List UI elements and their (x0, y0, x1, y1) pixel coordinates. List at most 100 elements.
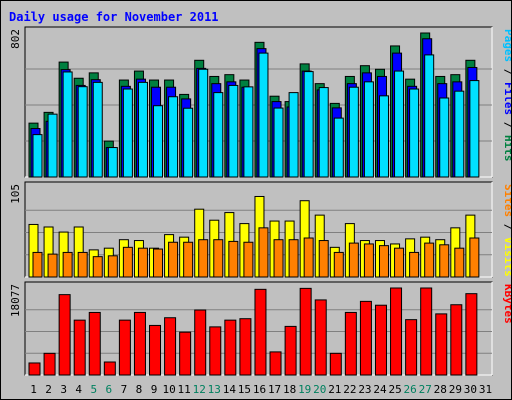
hits-panel-bar-pages-day-13 (213, 92, 224, 178)
hits-panel-legend-part: / (502, 115, 511, 135)
hits-panel-legend-part: Hits (502, 135, 511, 162)
visits-panel-bar-sites-day-9 (153, 248, 164, 278)
kbytes-panel-bar-kbytes-day-10 (164, 317, 177, 376)
x-tick-label: 3 (60, 383, 67, 396)
hits-panel-bar-pages-day-20 (318, 87, 329, 178)
x-tick-label: 1 (30, 383, 37, 396)
x-tick-label: 30 (464, 383, 477, 396)
hits-panel-bar-pages-day-11 (183, 107, 194, 178)
x-tick-label: 26 (404, 383, 417, 396)
hits-panel-bar-pages-day-3 (62, 71, 73, 178)
visits-panel-bar-sites-day-12 (198, 239, 209, 278)
visits-panel: 105 Sites / Visits (9, 181, 511, 278)
x-tick-label: 17 (268, 383, 281, 396)
hits-panel-bar-pages-day-28 (439, 97, 450, 178)
visits-panel-bar-sites-day-7 (122, 246, 133, 278)
x-tick-label: 7 (121, 383, 128, 396)
x-tick-label: 23 (358, 383, 371, 396)
kbytes-panel-bar-kbytes-day-16 (254, 288, 267, 376)
x-tick-label: 21 (328, 383, 341, 396)
kbytes-panel-bar-kbytes-day-7 (118, 319, 131, 376)
x-tick-label: 25 (388, 383, 401, 396)
kbytes-panel-bar-kbytes-day-23 (359, 300, 372, 376)
visits-panel-bar-sites-day-19 (303, 237, 314, 278)
kbytes-panel-legend: KBytes (502, 284, 511, 324)
hits-panel-bar-pages-day-27 (424, 54, 435, 178)
x-tick-label: 14 (223, 383, 237, 396)
visits-panel-bar-sites-day-22 (348, 242, 359, 278)
visits-panel-legend-part: Sites (502, 184, 511, 217)
kbytes-panel-legend-part: KBytes (502, 284, 511, 324)
visits-panel-bar-sites-day-20 (318, 240, 329, 278)
visits-panel-bar-sites-day-18 (288, 239, 299, 278)
hits-panel-bar-pages-day-24 (378, 95, 389, 178)
x-tick-label: 9 (151, 383, 158, 396)
x-tick-label: 19 (298, 383, 311, 396)
kbytes-panel-bar-kbytes-day-4 (73, 319, 86, 376)
visits-panel-bar-sites-day-1 (32, 251, 43, 278)
visits-panel-bar-sites-day-16 (258, 227, 269, 278)
visits-panel-bar-sites-day-10 (168, 241, 179, 278)
x-tick-label: 2 (45, 383, 52, 396)
visits-panel-bar-sites-day-4 (77, 251, 88, 278)
kbytes-panel-bar-kbytes-day-24 (374, 304, 387, 376)
kbytes-panel-bar-kbytes-day-30 (465, 293, 478, 376)
kbytes-panel-bar-kbytes-day-3 (58, 294, 71, 376)
hits-panel-bar-pages-day-17 (273, 107, 284, 178)
kbytes-panel-bar-kbytes-day-15 (239, 318, 252, 376)
x-tick-label: 8 (136, 383, 143, 396)
kbytes-panel-bar-kbytes-day-21 (329, 352, 342, 376)
x-tick-label: 5 (90, 383, 97, 396)
chart-title: Daily usage for November 2011 (9, 10, 219, 24)
visits-panel-bar-sites-day-24 (378, 245, 389, 278)
hits-panel: 802 Pages / Files / Hits (9, 26, 511, 178)
hits-panel-bar-pages-day-7 (122, 88, 133, 178)
hits-panel-legend-part: Files (502, 82, 511, 115)
kbytes-panel-bar-kbytes-day-29 (450, 304, 463, 376)
visits-panel-legend: Sites / Visits (502, 184, 511, 277)
hits-panel-bar-pages-day-9 (153, 105, 164, 178)
visits-panel-max-label: 105 (9, 184, 22, 204)
kbytes-panel-bar-kbytes-day-18 (284, 325, 297, 376)
visits-panel-bar-sites-day-28 (439, 244, 450, 278)
kbytes-panel: 18077 KBytes (9, 281, 511, 376)
x-tick-label: 13 (208, 383, 221, 396)
visits-panel-bar-sites-day-15 (243, 241, 254, 278)
visits-panel-bar-sites-day-21 (333, 251, 344, 278)
visits-panel-bar-sites-day-8 (137, 247, 148, 278)
visits-panel-bar-sites-day-2 (47, 253, 58, 278)
x-axis-labels: 1 2 3 4 5 6 7 8 9 10 11 12 13 14 15 16 17 18 19 20 21 22 23 24 2… (30, 383, 492, 396)
kbytes-panel-bar-kbytes-day-1 (28, 362, 41, 376)
visits-panel-bar-sites-day-25 (394, 247, 405, 278)
kbytes-panel-bar-kbytes-day-6 (103, 361, 116, 376)
x-tick-label: 16 (253, 383, 266, 396)
hits-panel-max-label: 802 (9, 29, 22, 49)
kbytes-panel-bar-kbytes-day-11 (179, 331, 192, 376)
visits-panel-bar-sites-day-5 (92, 256, 103, 278)
kbytes-panel-bar-kbytes-day-17 (269, 351, 282, 376)
x-tick-label: 31 (479, 383, 492, 396)
hits-panel-legend: Pages / Files / Hits (502, 29, 511, 162)
kbytes-panel-bar-kbytes-day-2 (43, 352, 56, 376)
x-tick-label: 22 (343, 383, 356, 396)
hits-panel-bar-pages-day-2 (47, 113, 58, 178)
hits-panel-bar-pages-day-19 (303, 71, 314, 178)
visits-panel-legend-part: / (502, 217, 511, 237)
hits-panel-bar-pages-day-25 (394, 70, 405, 178)
hits-panel-bar-pages-day-30 (469, 80, 480, 178)
kbytes-panel-bar-kbytes-day-20 (314, 299, 327, 376)
kbytes-panel-bar-kbytes-day-13 (209, 326, 222, 376)
hits-panel-bar-pages-day-21 (333, 117, 344, 178)
kbytes-panel-bar-kbytes-day-8 (133, 311, 146, 376)
x-tick-label: 18 (283, 383, 296, 396)
hits-panel-bar-pages-day-10 (168, 96, 179, 178)
x-tick-label: 4 (75, 383, 82, 396)
hits-panel-bar-pages-day-14 (228, 84, 239, 178)
visits-panel-legend-part: Visits (502, 237, 511, 277)
x-tick-label: 27 (419, 383, 432, 396)
hits-panel-bar-pages-day-29 (454, 90, 465, 178)
hits-panel-bar-pages-day-12 (198, 68, 209, 178)
hits-panel-legend-part: Pages (502, 29, 511, 62)
kbytes-panel-bar-kbytes-day-12 (194, 309, 207, 376)
